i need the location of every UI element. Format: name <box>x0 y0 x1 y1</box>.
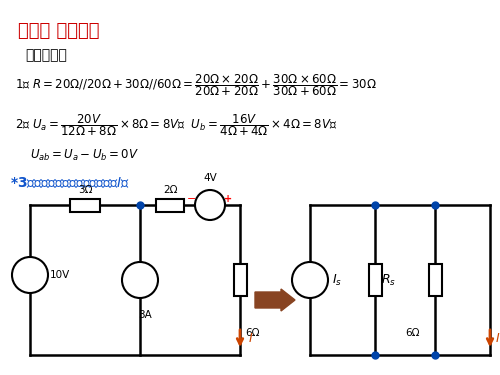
Text: $U_{ab} = U_a - U_b = 0V$: $U_{ab} = U_a - U_b = 0V$ <box>30 148 139 163</box>
FancyArrow shape <box>255 289 295 311</box>
Circle shape <box>195 190 225 220</box>
Bar <box>428 264 442 296</box>
Circle shape <box>122 262 158 298</box>
Text: 第一章 习题答案: 第一章 习题答案 <box>18 22 100 40</box>
Text: +: + <box>18 262 26 272</box>
Bar <box>70 198 100 211</box>
Text: $R_s$: $R_s$ <box>381 273 396 288</box>
Text: 6Ω: 6Ω <box>245 328 260 338</box>
Bar <box>234 264 246 296</box>
Text: 3Ω: 3Ω <box>78 185 92 195</box>
Text: 2、 $U_a = \dfrac{20V}{12\Omega + 8\Omega} \times 8\Omega = 8V$，  $U_b = \dfrac{1: 2、 $U_a = \dfrac{20V}{12\Omega + 8\Omega… <box>15 112 337 138</box>
Text: 4V: 4V <box>203 173 217 183</box>
Text: 三、计算题: 三、计算题 <box>25 48 67 62</box>
Text: *3、试用诺顿定理计算支路电流$I$。: *3、试用诺顿定理计算支路电流$I$。 <box>10 175 130 190</box>
Text: $I_s$: $I_s$ <box>332 273 342 288</box>
Text: −: − <box>17 279 27 291</box>
Text: 6Ω: 6Ω <box>405 328 419 338</box>
Circle shape <box>12 257 48 293</box>
Bar <box>368 264 382 296</box>
Text: 2Ω: 2Ω <box>163 185 177 195</box>
Text: 3A: 3A <box>138 310 152 320</box>
Text: −: − <box>188 194 196 204</box>
Bar <box>156 198 184 211</box>
Text: 1、 $R = 20\Omega // 20\Omega + 30\Omega // 60\Omega = \dfrac{20\Omega \times 20\: 1、 $R = 20\Omega // 20\Omega + 30\Omega … <box>15 72 376 98</box>
Circle shape <box>292 262 328 298</box>
Text: 10V: 10V <box>50 270 70 280</box>
Text: $I$: $I$ <box>495 332 500 345</box>
Text: +: + <box>224 194 232 204</box>
Text: $I$: $I$ <box>248 332 254 345</box>
